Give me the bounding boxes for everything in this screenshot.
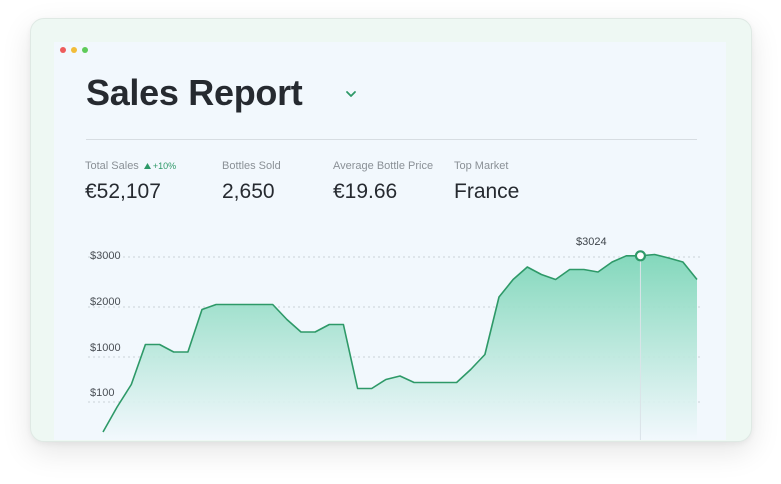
y-tick-label: $2000 xyxy=(90,296,121,308)
highlight-point[interactable] xyxy=(634,250,647,262)
window-controls xyxy=(60,47,88,53)
page-title: Sales Report xyxy=(86,72,303,113)
stat-label: Bottles Sold xyxy=(222,160,281,172)
chevron-down-icon[interactable] xyxy=(344,87,358,101)
close-window-button[interactable] xyxy=(60,47,66,53)
stat-label: Top Market xyxy=(454,160,509,172)
chart-area-fill xyxy=(103,254,697,440)
stat-label: Average Bottle Price xyxy=(333,160,434,172)
minimize-window-button[interactable] xyxy=(71,47,77,53)
stat-value: €19.66 xyxy=(333,180,398,203)
y-tick-label: $100 xyxy=(90,387,115,399)
stat-total-sales: Total Sales +10% €52,107 xyxy=(85,160,176,204)
peak-value-label: $3024 xyxy=(576,236,607,248)
maximize-window-button[interactable] xyxy=(82,47,88,53)
stat-label: Total Sales xyxy=(85,160,139,172)
chart-line xyxy=(102,253,698,433)
sales-area-chart xyxy=(88,250,702,440)
y-tick-label: $1000 xyxy=(90,342,121,354)
y-tick-label: $3000 xyxy=(90,250,121,262)
stat-value: €52,107 xyxy=(85,180,161,203)
triangle-up-icon xyxy=(143,163,151,169)
stat-bottles-sold: Bottles Sold 2,650 xyxy=(222,160,281,204)
stat-top-market: Top Market France xyxy=(454,160,519,204)
header-divider xyxy=(86,139,697,140)
app-window: Sales Report Total Sales +10% €52,107 Bo… xyxy=(54,42,726,440)
stat-value: 2,650 xyxy=(222,180,275,203)
stat-average-bottle-price: Average Bottle Price €19.66 xyxy=(333,160,433,204)
stat-value: France xyxy=(454,180,520,203)
delta-badge: +10% xyxy=(143,161,177,171)
delta-value: +10% xyxy=(152,161,177,171)
